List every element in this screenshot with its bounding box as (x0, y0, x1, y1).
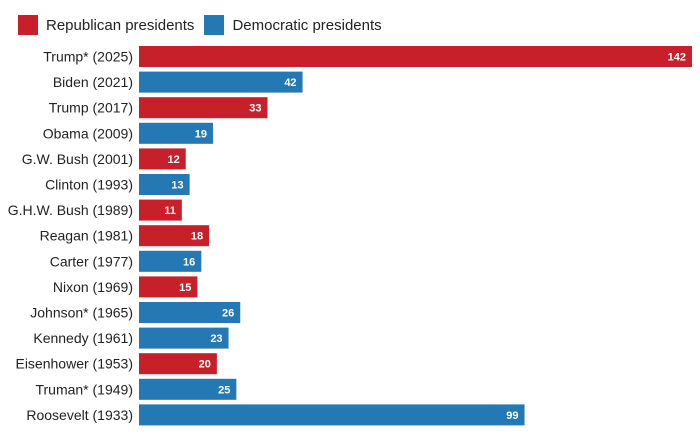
bar-truman-1949 (139, 378, 237, 400)
bar-clinton-1993 (139, 174, 190, 195)
legend-swatch-democratic (204, 15, 225, 35)
bar-carter-1977 (139, 250, 202, 272)
bar-kennedy-1961 (139, 327, 229, 349)
legend-label-democratic: Democratic presidents (232, 16, 382, 34)
value-label-obama-2009: 19 (195, 128, 207, 140)
category-label-biden-2021: Biden (2021) (53, 74, 133, 90)
value-label-carter-1977: 16 (183, 256, 195, 268)
category-label-trump-2025: Trump* (2025) (43, 49, 133, 65)
bar-trump-2025 (139, 46, 692, 67)
value-label-biden-2021: 42 (284, 77, 296, 89)
bar-obama-2009 (139, 122, 213, 144)
category-label-clinton-1993: Clinton (1993) (45, 177, 133, 193)
category-label-g-h-w-bush-1989: G.H.W. Bush (1989) (8, 202, 133, 218)
category-label-truman-1949: Truman* (1949) (35, 381, 133, 397)
bar-trump-2017 (139, 97, 268, 119)
bar-reagan-1981 (139, 225, 210, 247)
value-label-kennedy-1961: 23 (210, 333, 222, 345)
category-label-roosevelt-1933: Roosevelt (1933) (26, 407, 133, 423)
category-label-johnson-1965: Johnson* (1965) (30, 305, 133, 321)
bar-eisenhower-1953 (139, 353, 217, 375)
category-label-reagan-1981: Reagan (1981) (40, 228, 133, 244)
value-label-g-w-bush-2001: 12 (167, 154, 179, 166)
value-label-roosevelt-1933: 99 (506, 410, 518, 422)
legend-swatch-republican (18, 15, 38, 35)
category-label-trump-2017: Trump (2017) (49, 100, 133, 116)
value-label-johnson-1965: 26 (222, 308, 234, 320)
category-label-g-w-bush-2001: G.W. Bush (2001) (22, 151, 133, 167)
value-label-clinton-1993: 13 (171, 180, 183, 192)
bar-biden-2021 (139, 71, 303, 93)
legend: Republican presidents Democratic preside… (18, 14, 392, 36)
category-label-obama-2009: Obama (2009) (43, 125, 133, 141)
legend-item-democratic: Democratic presidents (204, 15, 382, 35)
bar-nixon-1969 (139, 276, 198, 298)
bar-g-h-w-bush-1989 (139, 199, 182, 221)
legend-label-republican: Republican presidents (46, 16, 195, 34)
bar-johnson-1965 (139, 302, 241, 323)
value-label-trump-2017: 33 (249, 103, 261, 115)
legend-item-republican: Republican presidents (18, 15, 194, 35)
value-label-reagan-1981: 18 (191, 231, 203, 243)
value-label-eisenhower-1953: 20 (199, 359, 211, 371)
value-label-g-h-w-bush-1989: 11 (164, 205, 176, 217)
value-label-trump-2025: 142 (668, 52, 686, 64)
category-label-eisenhower-1953: Eisenhower (1953) (15, 356, 133, 372)
category-label-nixon-1969: Nixon (1969) (53, 279, 133, 295)
bar-g-w-bush-2001 (139, 148, 186, 170)
value-label-nixon-1969: 15 (179, 282, 191, 294)
bar-roosevelt-1933 (139, 404, 525, 426)
value-label-truman-1949: 25 (218, 384, 230, 396)
category-label-kennedy-1961: Kennedy (1961) (33, 330, 133, 346)
category-label-carter-1977: Carter (1977) (50, 253, 133, 269)
